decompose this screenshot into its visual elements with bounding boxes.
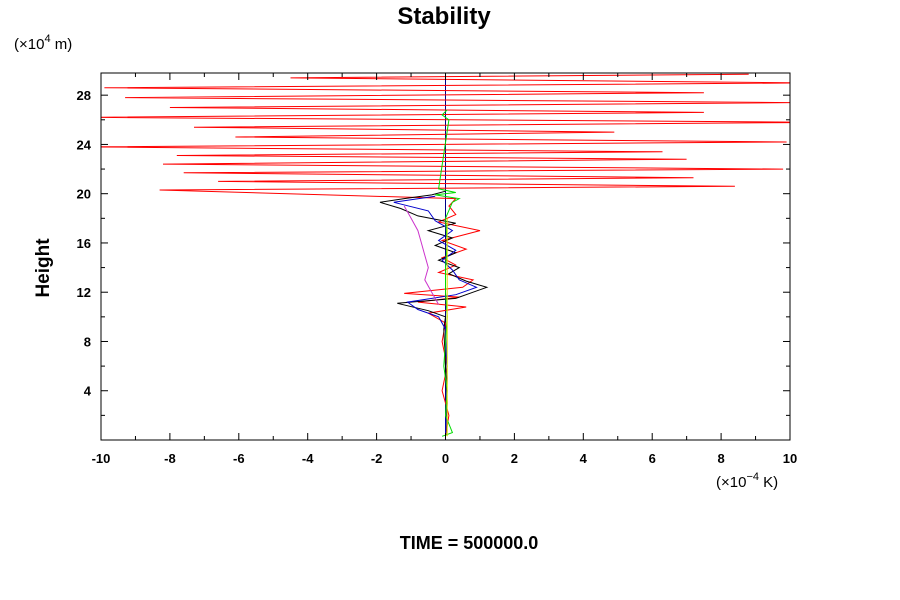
x-axis-unit: (×10−4 K)	[716, 471, 778, 491]
x-tick-label: -4	[302, 451, 314, 466]
x-tick-label: 10	[783, 451, 797, 466]
y-tick-label: 24	[77, 137, 92, 152]
y-tick-label: 28	[77, 88, 91, 103]
x-tick-label: -2	[371, 451, 383, 466]
x-tick-label: -6	[233, 451, 245, 466]
x-tick-label: 2	[511, 451, 518, 466]
x-tick-label: 8	[717, 451, 724, 466]
y-tick-label: 8	[84, 334, 91, 349]
y-tick-label: 20	[77, 187, 91, 202]
chart-title: Stability	[397, 3, 491, 30]
y-tick-label: 4	[84, 384, 92, 399]
x-tick-label: -10	[92, 451, 111, 466]
x-tick-label: 6	[649, 451, 656, 466]
y-tick-label: 16	[77, 236, 91, 251]
time-caption: TIME = 500000.0	[400, 533, 539, 553]
series-line-1	[101, 73, 790, 437]
plot-series-group	[101, 73, 790, 440]
y-axis-unit: (×104 m)	[14, 33, 72, 53]
series-line-4	[403, 205, 440, 305]
x-tick-label: 4	[580, 451, 588, 466]
y-tick-label: 12	[77, 285, 91, 300]
x-tick-label: 0	[442, 451, 449, 466]
y-axis-label: Height	[33, 238, 54, 298]
series-line-3	[393, 195, 478, 437]
series-line-2	[379, 190, 489, 437]
x-tick-label: -8	[164, 451, 176, 466]
axis-ticks	[100, 73, 791, 440]
